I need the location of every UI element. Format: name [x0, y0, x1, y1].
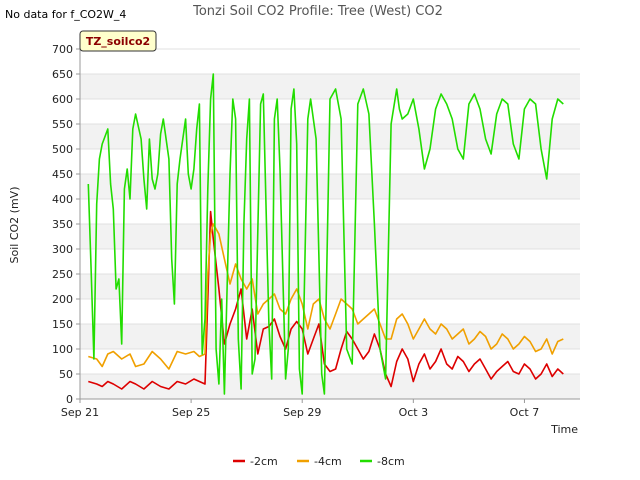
- x-axis-label: Time: [550, 423, 578, 436]
- grid-band: [80, 374, 580, 399]
- chart-title: Tonzi Soil CO2 Profile: Tree (West) CO2: [192, 4, 443, 19]
- y-tick-label: 300: [52, 243, 73, 256]
- grid-band: [80, 149, 580, 174]
- y-tick-label: 350: [52, 218, 73, 231]
- axes: 0 50 100 150 200 250 300 350 400 450 500 550 600 650 7…: [52, 43, 580, 419]
- grid: [80, 48, 580, 400]
- y-tick-label: 600: [52, 93, 73, 106]
- grid-band: [80, 299, 580, 324]
- series-group: [87, 73, 564, 395]
- grid-band: [80, 249, 580, 274]
- y-tick-label: 100: [52, 343, 73, 356]
- y-tick-label: 400: [52, 193, 73, 206]
- badge: TZ_soilco2: [79, 30, 157, 52]
- y-tick-label: 500: [52, 143, 73, 156]
- y-axis-label: Soil CO2 (mV): [8, 187, 21, 264]
- y-tick-label: 150: [52, 318, 73, 331]
- x-tick-label: Sep 29: [283, 406, 321, 419]
- legend: -2cm -4cm -8cm: [233, 455, 405, 468]
- y-tick-label: 650: [52, 68, 73, 81]
- legend-entry: -4cm: [314, 455, 342, 468]
- grid-band: [80, 49, 580, 74]
- series-line-4cm: [88, 223, 564, 370]
- y-tick-label: 700: [52, 43, 73, 56]
- grid-band: [80, 174, 580, 199]
- grid-band: [80, 199, 580, 224]
- x-tick-label: Oct 7: [510, 406, 540, 419]
- legend-entry: -8cm: [377, 455, 405, 468]
- x-tick-label: Oct 3: [399, 406, 429, 419]
- y-tick-label: 250: [52, 268, 73, 281]
- grid-band: [80, 74, 580, 99]
- y-tick-label: 200: [52, 293, 73, 306]
- grid-band: [80, 274, 580, 299]
- y-tick-label: 50: [59, 368, 73, 381]
- plot-background: [80, 49, 580, 399]
- series-line-8cm: [87, 73, 564, 395]
- badge-label: TZ_soilco2: [86, 35, 150, 48]
- y-tick-label: 550: [52, 118, 73, 131]
- x-tick-label: Sep 25: [172, 406, 210, 419]
- grid-band: [80, 224, 580, 249]
- y-tick-label: 450: [52, 168, 73, 181]
- legend-entry: -2cm: [250, 455, 278, 468]
- series-line-2cm: [88, 210, 564, 390]
- y-tick-label: 0: [66, 393, 73, 406]
- no-data-note: No data for f_CO2W_4: [5, 8, 126, 21]
- x-tick-label: Sep 21: [61, 406, 99, 419]
